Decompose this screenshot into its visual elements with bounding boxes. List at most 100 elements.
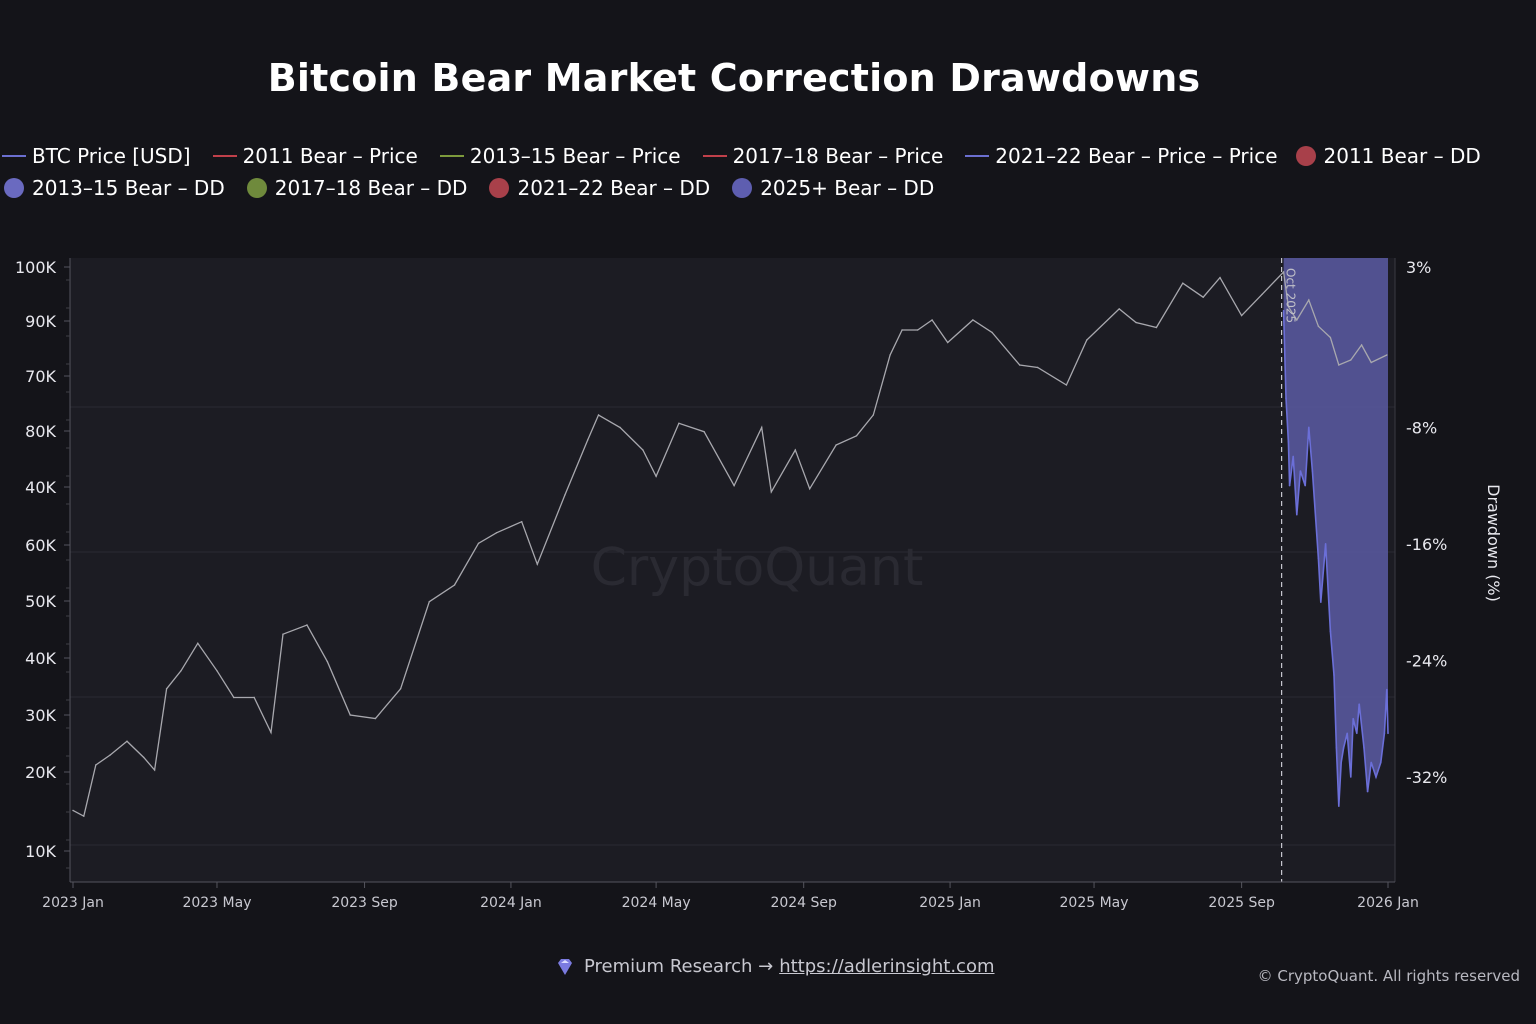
- legend-label: 2013–15 Bear – DD: [32, 176, 225, 200]
- drawdown-point: [1338, 805, 1340, 807]
- legend-label: 2013–15 Bear – Price: [469, 144, 681, 168]
- price-point: [1202, 296, 1204, 298]
- diamond-icon: [558, 958, 572, 975]
- marker-label: Oct 2025: [1284, 268, 1298, 323]
- right-tick-label: -24%: [1406, 651, 1447, 670]
- price-point: [72, 809, 74, 812]
- drawdown-area: [1283, 258, 1388, 807]
- price-point: [835, 444, 837, 446]
- price-point: [153, 769, 156, 771]
- price-point: [1287, 305, 1290, 308]
- price-point: [916, 329, 919, 331]
- drawdown-point: [1304, 484, 1307, 487]
- price-point: [770, 491, 772, 493]
- price-point: [180, 670, 182, 672]
- x-tick-label: 2023 Jan: [42, 895, 104, 911]
- price-point: [109, 754, 111, 756]
- legend-label: BTC Price [USD]: [32, 144, 191, 168]
- drawdown-point: [1282, 309, 1285, 312]
- price-point: [597, 414, 600, 416]
- price-point: [1118, 308, 1120, 310]
- price-point: [1329, 336, 1332, 339]
- left-tick-label: 10K: [25, 842, 56, 861]
- left-tick-label: 40K: [25, 649, 56, 668]
- legend-item[interactable]: 2013–15 Bear – DD: [4, 172, 225, 204]
- legend-label: 2025+ Bear – DD: [760, 176, 935, 200]
- x-tick-label: 2024 Jan: [480, 895, 542, 911]
- price-point: [126, 740, 128, 742]
- drawdown-point: [1329, 630, 1332, 633]
- price-point: [946, 341, 949, 344]
- price-point: [1350, 359, 1352, 361]
- legend-line-swatch: [2, 155, 26, 157]
- drawdown-point: [1320, 601, 1322, 603]
- drawdown-point: [1288, 484, 1291, 487]
- legend-item[interactable]: 2017–18 Bear – DD: [246, 172, 468, 204]
- price-point: [95, 764, 97, 766]
- drawdown-point: [1356, 732, 1358, 735]
- legend-dot-swatch: [489, 178, 510, 198]
- price-point: [495, 532, 498, 534]
- legend-item[interactable]: BTC Price [USD]: [2, 140, 191, 172]
- legend-item[interactable]: 2011 Bear – Price: [212, 140, 418, 172]
- left-tick-label: 60K: [25, 536, 56, 555]
- legend-line-swatch: [439, 155, 464, 157]
- price-point: [521, 520, 523, 523]
- premium-research-text: Premium Research →: [584, 956, 774, 977]
- drawdown-point: [1287, 441, 1290, 443]
- legend-item[interactable]: 2021–22 Bear – Price – Price: [965, 140, 1278, 172]
- copyright: © CryptoQuant. All rights reserved: [1257, 967, 1520, 985]
- drawdown-point: [1340, 761, 1343, 764]
- x-tick-label: 2025 Sep: [1208, 895, 1275, 911]
- price-point: [678, 422, 680, 425]
- drawdown-point: [1358, 703, 1361, 705]
- left-tick-label: 30K: [25, 706, 56, 725]
- drawdown-line-2025: [1282, 310, 1389, 807]
- drawdown-point: [1342, 747, 1345, 749]
- price-point: [270, 731, 272, 734]
- drawdown-point: [1299, 470, 1302, 472]
- price-point: [760, 426, 763, 429]
- plot-area: [70, 258, 1395, 882]
- price-point: [794, 449, 796, 451]
- drawdown-point: [1350, 776, 1352, 778]
- price-point: [143, 756, 145, 759]
- x-tick-label: 2024 May: [622, 895, 691, 911]
- price-point: [326, 660, 329, 663]
- legend-item[interactable]: 2021–22 Bear – DD: [489, 172, 710, 204]
- legend-row: 2013–15 Bear – DD 2017–18 Bear – DD 2021–2…: [2, 172, 1532, 204]
- price-point: [1308, 299, 1310, 301]
- drawdown-point: [1386, 688, 1388, 691]
- x-tick-label: 2023 May: [182, 895, 251, 911]
- price-point: [642, 449, 644, 451]
- price-point: [1296, 319, 1298, 321]
- drawdown-point: [1346, 732, 1349, 735]
- price-point: [1386, 354, 1388, 356]
- price-point: [1338, 364, 1340, 366]
- legend-item[interactable]: 2011 Bear – DD: [1295, 140, 1481, 172]
- legend-item[interactable]: 2013–15 Bear – Price: [439, 140, 681, 172]
- drawdown-point: [1366, 790, 1369, 793]
- adlerinsight-link[interactable]: https://adlerinsight.com: [779, 956, 995, 977]
- chart-title: Bitcoin Bear Market Correction Drawdowns: [267, 56, 1201, 100]
- left-tick-label: 90K: [25, 312, 56, 331]
- legend-dot-swatch: [1295, 146, 1316, 166]
- price-point: [564, 494, 566, 496]
- legend-label: 2021–22 Bear – Price – Price: [995, 144, 1278, 168]
- price-point: [1370, 361, 1372, 364]
- legend-label: 2017–18 Bear – DD: [274, 176, 468, 200]
- x-tick-label: 2023 Sep: [331, 895, 398, 911]
- drawdown-point: [1296, 513, 1298, 516]
- legend-item[interactable]: 2025+ Bear – DD: [732, 172, 934, 204]
- drawdown-point: [1324, 543, 1327, 545]
- price-point: [1036, 366, 1039, 369]
- price-point: [453, 584, 456, 586]
- legend-label: 2021–22 Bear – DD: [517, 176, 711, 200]
- drawdown-point: [1352, 717, 1355, 720]
- drawdown-point: [1335, 747, 1338, 749]
- legend-item[interactable]: 2017–18 Bear – Price: [702, 140, 943, 172]
- price-point: [1282, 271, 1285, 273]
- drawdown-point: [1292, 455, 1295, 458]
- left-tick-label: 80K: [25, 422, 56, 441]
